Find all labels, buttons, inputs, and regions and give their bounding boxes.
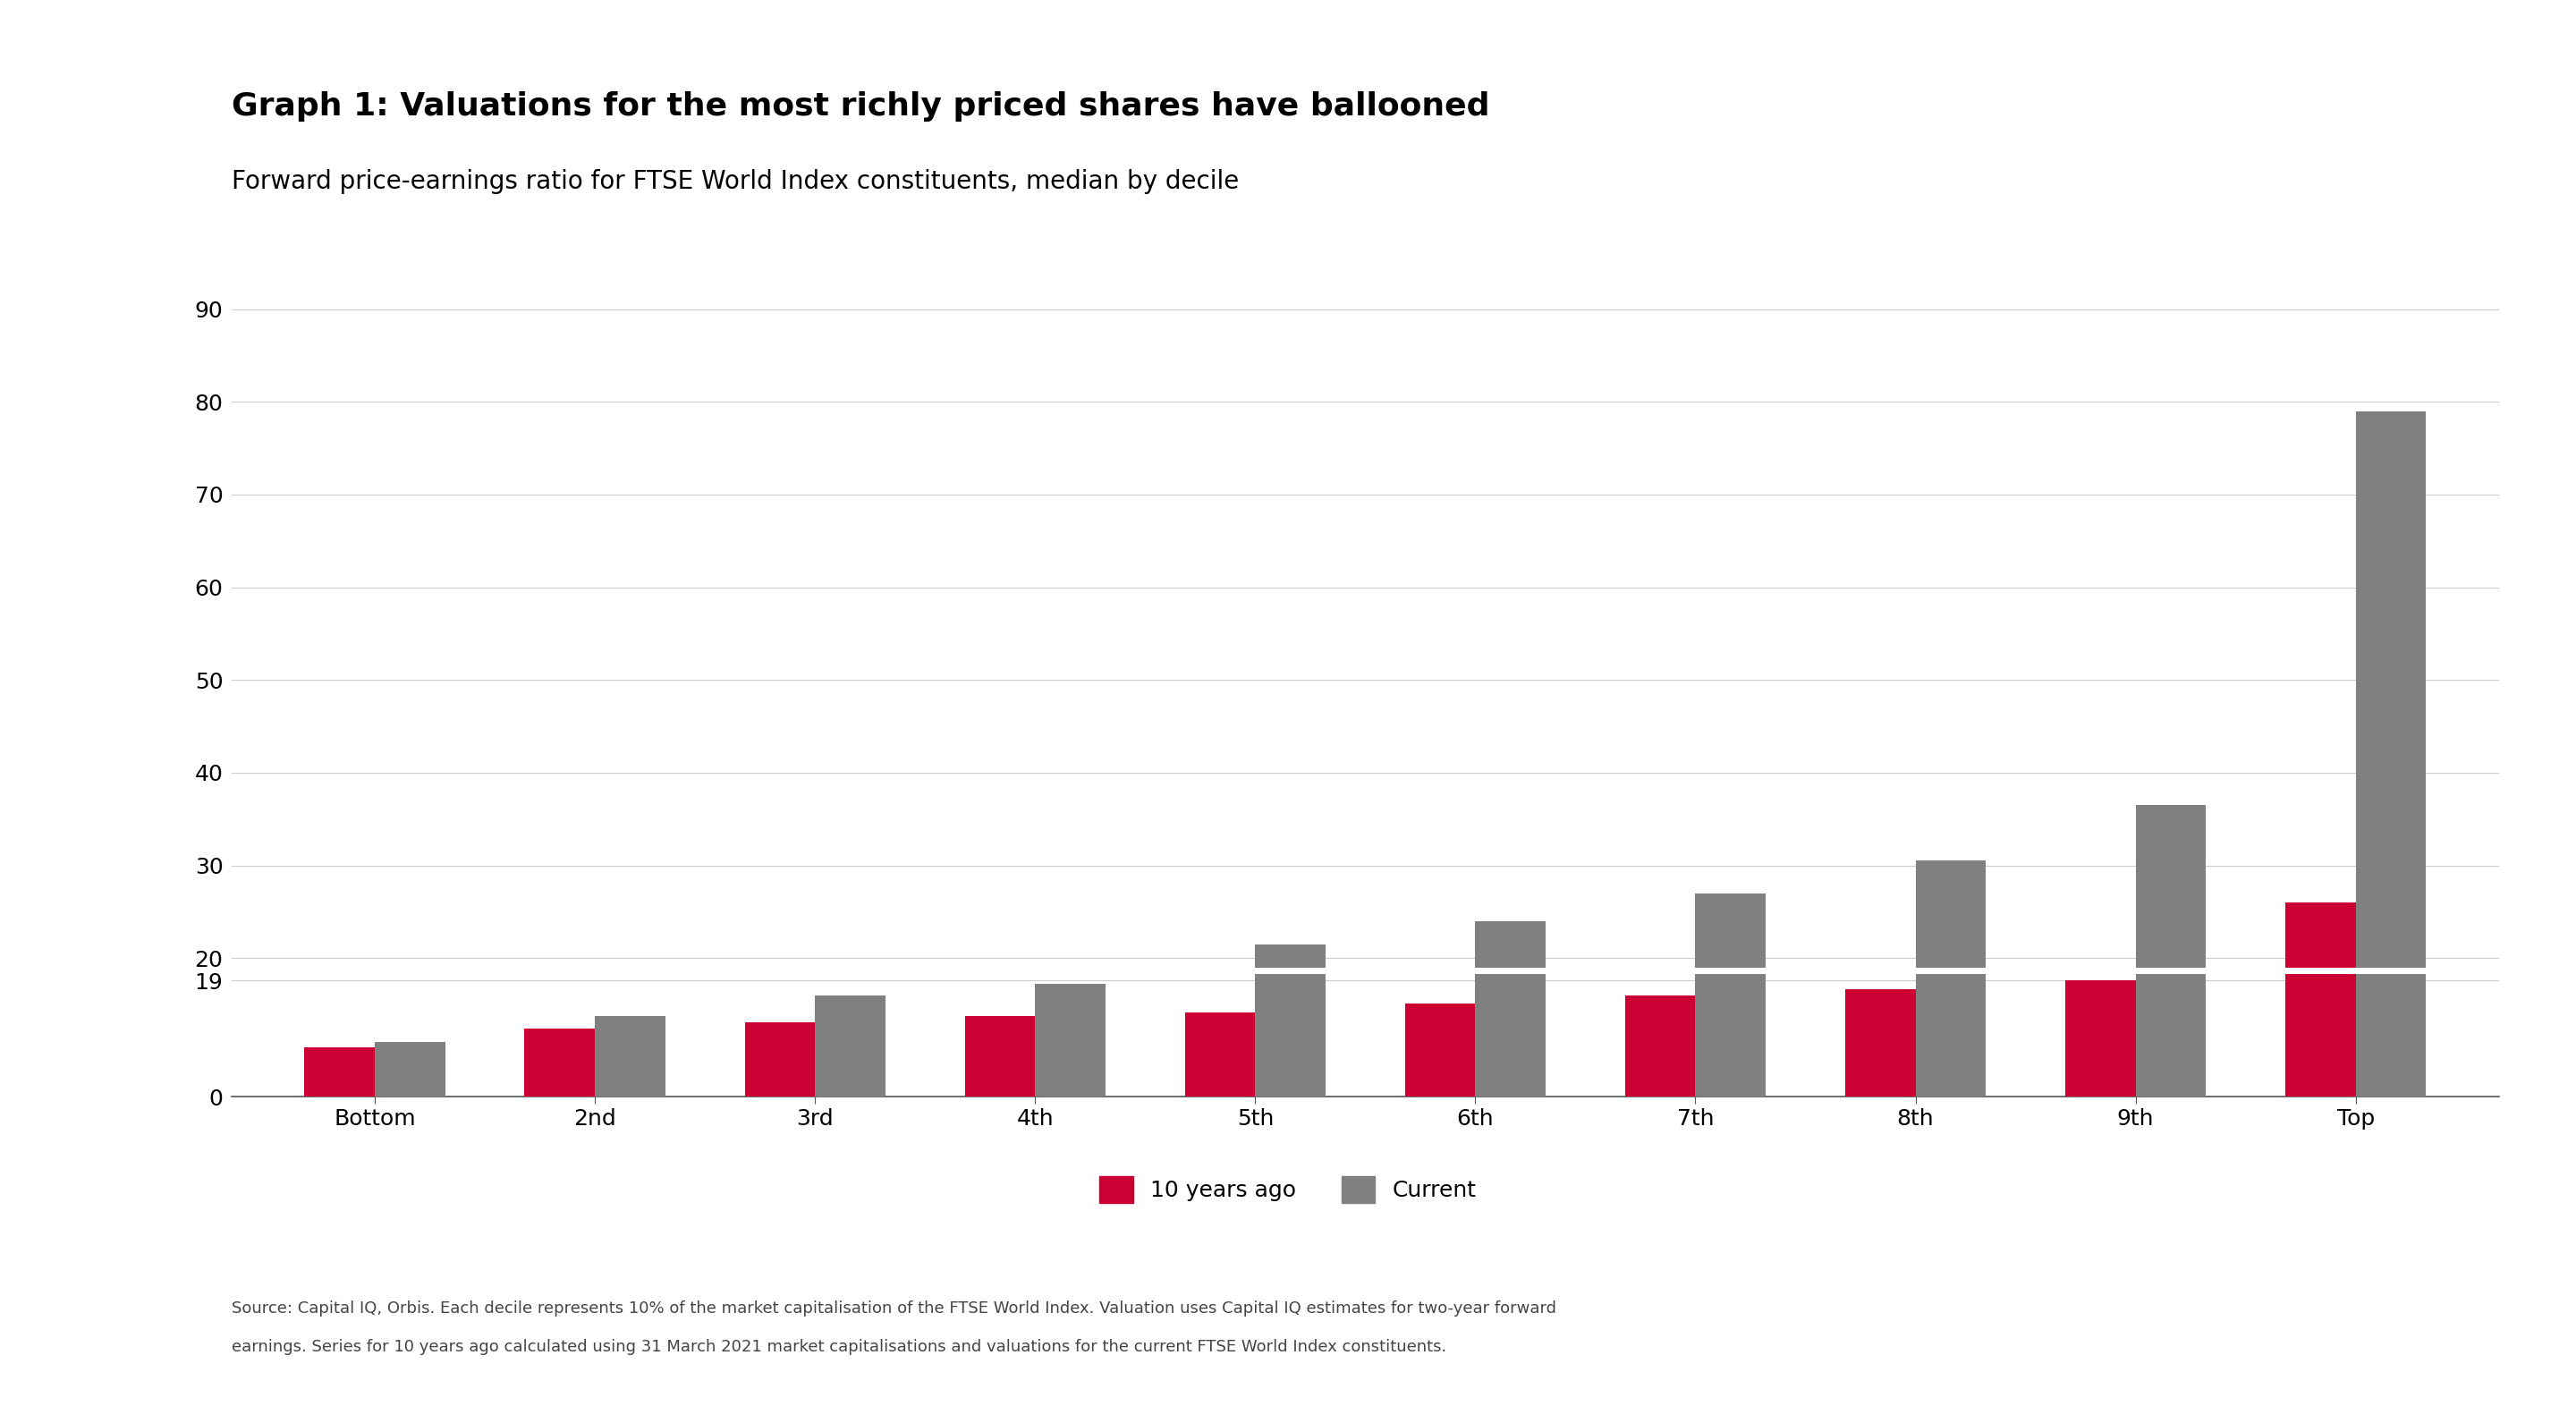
Bar	[1185, 1012, 1255, 1097]
Bar	[1625, 995, 1695, 1097]
Bar	[744, 1031, 814, 1143]
Bar	[526, 1028, 595, 1097]
Bar	[1036, 984, 1105, 1097]
Bar	[2354, 411, 2427, 1143]
Bar	[966, 1021, 1036, 1143]
Bar	[526, 1039, 595, 1143]
Bar	[304, 1070, 376, 1143]
Text: Forward price-earnings ratio for FTSE World Index constituents, median by decile: Forward price-earnings ratio for FTSE Wo…	[232, 169, 1239, 194]
Bar	[1625, 990, 1695, 1143]
Bar	[1917, 910, 1986, 1097]
Text: Source: Capital IQ, Orbis. Each decile represents 10% of the market capitalisati: Source: Capital IQ, Orbis. Each decile r…	[232, 1301, 1556, 1316]
Bar	[1844, 990, 1917, 1097]
Bar	[2354, 613, 2427, 1097]
Bar	[1844, 981, 1917, 1143]
Bar	[814, 990, 886, 1143]
Bar	[966, 1017, 1036, 1097]
Bar	[1404, 1002, 1476, 1143]
Bar	[376, 1060, 446, 1143]
Bar	[1404, 1004, 1476, 1097]
Bar	[304, 1047, 376, 1097]
Text: earnings. Series for 10 years ago calculated using 31 March 2021 market capitali: earnings. Series for 10 years ago calcul…	[232, 1339, 1448, 1354]
Bar	[2285, 903, 2354, 1143]
Bar	[744, 1022, 814, 1097]
Bar	[2066, 967, 2136, 1143]
Bar	[1255, 965, 1327, 1097]
Bar	[2285, 938, 2354, 1097]
Bar	[2136, 806, 2205, 1143]
Bar	[595, 1017, 665, 1097]
Bar	[2066, 980, 2136, 1097]
Bar	[1036, 972, 1105, 1143]
Bar	[1695, 932, 1765, 1097]
Bar	[1695, 893, 1765, 1143]
Bar	[1476, 921, 1546, 1143]
Text: Graph 1: Valuations for the most richly priced shares have ballooned: Graph 1: Valuations for the most richly …	[232, 91, 1489, 122]
Legend: 10 years ago, Current: 10 years ago, Current	[1090, 1167, 1486, 1212]
Bar	[814, 995, 886, 1097]
Bar	[1185, 1017, 1255, 1143]
Bar	[595, 1021, 665, 1143]
Bar	[376, 1042, 446, 1097]
Bar	[1255, 945, 1327, 1143]
Bar	[2136, 873, 2205, 1097]
Bar	[1476, 950, 1546, 1097]
Bar	[1917, 860, 1986, 1143]
